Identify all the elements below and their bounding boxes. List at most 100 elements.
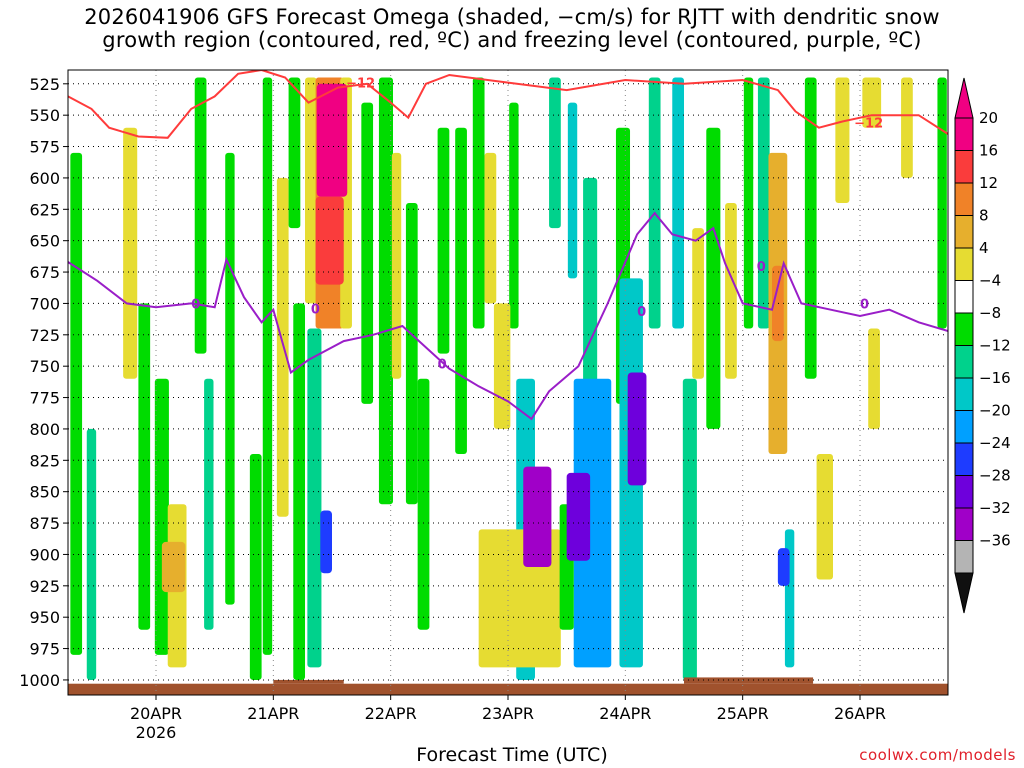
dgz-label: −12 <box>346 77 375 92</box>
colorbar-segment <box>954 280 974 314</box>
omega-streak <box>816 454 834 580</box>
chart-title: 2026041906 GFS Forecast Omega (shaded, −… <box>0 6 1024 52</box>
omega-streak <box>937 77 947 329</box>
omega-streak <box>472 77 485 329</box>
colorbar-segment <box>954 117 974 151</box>
omega-streak <box>391 152 402 379</box>
dgz-label: −12 <box>854 117 883 132</box>
chart-title-line-1: 2026041906 GFS Forecast Omega (shaded, −… <box>84 5 940 29</box>
x-year-label: 2026 <box>136 723 177 742</box>
omega-streak <box>249 454 262 680</box>
colorbar-tick-label: −4 <box>979 272 1001 290</box>
omega-streak <box>648 77 661 329</box>
omega-streak <box>835 77 850 204</box>
colorbar-segment <box>954 410 974 444</box>
colorbar-tick-label: 16 <box>979 142 998 160</box>
y-tick-label: 625 <box>29 200 60 219</box>
colorbar-tick-label: 4 <box>979 239 989 257</box>
y-tick-label: 950 <box>29 608 60 627</box>
x-tick-label: 21APR <box>247 704 299 723</box>
omega-core <box>320 510 332 574</box>
omega-streak <box>276 177 289 517</box>
x-tick-label: 22APR <box>365 704 417 723</box>
y-tick-label: 550 <box>29 106 60 125</box>
y-tick-label: 650 <box>29 232 60 251</box>
omega-streak <box>405 203 418 505</box>
freezing-label: 0 <box>311 302 320 317</box>
y-tick-label: 775 <box>29 389 60 408</box>
x-tick-label: 26APR <box>834 704 886 723</box>
omega-core <box>566 472 591 561</box>
omega-streak <box>868 328 880 429</box>
colorbar-tick-label: −32 <box>979 499 1011 517</box>
freezing-level-contour <box>68 211 948 421</box>
y-tick-label: 725 <box>29 326 60 345</box>
omega-streak <box>725 203 737 379</box>
colorbar: 20 16 12 8 4 −4 −8 −12 −16 −20 −24 −28 −32 −36 <box>954 77 1011 614</box>
omega-core <box>627 372 647 486</box>
terrain-strip <box>68 677 948 695</box>
x-tick-label: 24APR <box>599 704 651 723</box>
colorbar-segment <box>954 312 974 346</box>
omega-core <box>523 466 552 567</box>
y-tick-label: 875 <box>29 514 60 533</box>
colorbar-segment <box>954 215 974 249</box>
omega-streak <box>225 152 235 605</box>
terrain <box>68 683 948 695</box>
colorbar-tick-label: 20 <box>979 109 998 127</box>
colorbar-segment <box>954 150 974 184</box>
colorbar-tick-label: −36 <box>979 532 1011 550</box>
x-tick-label: 25APR <box>717 704 769 723</box>
freezing-label: 0 <box>637 305 646 320</box>
omega-streak <box>672 77 684 329</box>
freezing-label: 0 <box>757 260 766 275</box>
y-tick-label: 750 <box>29 357 60 376</box>
dgz-contour <box>68 70 948 139</box>
y-tick-label: 525 <box>29 75 60 94</box>
credit-link[interactable]: coolwx.com/models <box>859 746 1016 764</box>
x-axis-title: Forecast Time (UTC) <box>416 744 608 766</box>
colorbar-segment <box>954 507 974 541</box>
omega-streak <box>361 102 374 404</box>
omega-streak <box>293 303 306 680</box>
y-tick-label: 900 <box>29 545 60 564</box>
y-tick-label: 975 <box>29 640 60 659</box>
omega-streak <box>204 378 214 630</box>
omega-streak <box>901 77 913 178</box>
colorbar-tick-label: −24 <box>979 434 1011 452</box>
colorbar-tick-label: 12 <box>979 174 998 192</box>
omega-streak <box>706 127 721 429</box>
omega-streak <box>307 328 322 668</box>
omega-core <box>772 265 784 342</box>
colorbar-segment <box>954 345 974 379</box>
omega-streak <box>305 77 317 304</box>
omega-streak <box>484 152 497 304</box>
freezing-label: 0 <box>438 358 447 373</box>
contour-lines: −12 −12 0 0 0 0 0 0 <box>68 70 948 421</box>
colorbar-tick-label: 8 <box>979 207 989 225</box>
y-tick-label: 800 <box>29 420 60 439</box>
terrain-bump <box>684 677 814 684</box>
colorbar-segment <box>954 182 974 216</box>
freezing-label: 0 <box>860 297 869 312</box>
omega-streak <box>262 77 273 655</box>
colorbar-tick-label: −12 <box>979 337 1011 355</box>
omega-core <box>777 548 790 586</box>
y-tick-label: 575 <box>29 138 60 157</box>
colorbar-segment <box>954 540 974 574</box>
omega-streak <box>509 102 519 329</box>
omega-streak <box>757 77 770 329</box>
freezing-label: 0 <box>191 297 200 312</box>
y-tick-label: 850 <box>29 483 60 502</box>
y-tick-label: 925 <box>29 577 60 596</box>
omega-streak <box>138 303 151 630</box>
omega-streak <box>573 378 612 668</box>
omega-core <box>161 541 186 593</box>
y-tick-label: 825 <box>29 451 60 470</box>
omega-streak <box>549 77 561 229</box>
y-tick-label: 700 <box>29 294 60 313</box>
y-axis-ticks: 525 550 575 600 625 650 675 700 725 750 775 800 825 8… <box>19 75 68 690</box>
colorbar-segment <box>954 377 974 411</box>
omega-streak <box>70 152 83 655</box>
